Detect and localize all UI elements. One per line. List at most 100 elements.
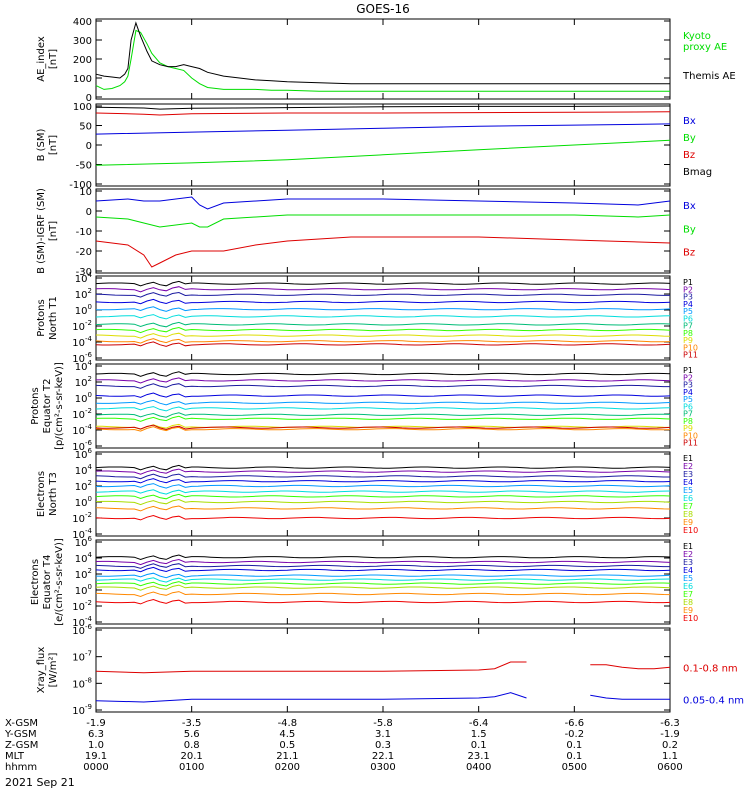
y-tick-exponent: 0 [88,583,92,591]
footer-row-label: Y-GSM [4,729,37,740]
panel-frame [95,451,671,537]
series-line-p4 [95,392,671,398]
series-line-p6 [95,314,671,320]
legend-entry: By [683,133,696,144]
footer-cell: 1.0 [88,740,104,751]
series-line-themis-ae [95,21,670,85]
footer-cell: 0.3 [375,740,391,751]
legend-entry: E7 [683,590,693,599]
panel-frame [95,539,671,625]
series-line-p5 [95,306,671,312]
footer-cell: 0.2 [662,740,678,751]
legend-entry: Themis AE [682,71,736,82]
series-line-0-05-0-4-nm [95,692,670,703]
footer-row-label: X-GSM [5,718,38,729]
y-tick-exponent: -2 [85,407,92,415]
legend-entry: P4 [683,388,693,397]
y-axis-label: Electrons [36,471,47,517]
legend-entry: P9 [683,424,693,433]
footer-row-label: hhmm [5,762,37,773]
y-tick-exponent: -4 [85,615,93,623]
legend-entry: E6 [683,582,693,591]
y-tick-label: 100 [73,102,92,113]
y-tick-label: 10-6 [72,623,92,637]
legend-entry: P11 [683,351,698,360]
y-tick-label: 102 [75,375,92,389]
legend-entry: Bx [683,201,696,212]
footer-cell: -0.2 [565,729,585,740]
series-line-p3 [95,383,670,389]
series-line-e10 [95,514,671,521]
footer-cell: 0000 [83,762,108,773]
footer-cell: 0100 [179,762,204,773]
legend-entry: E9 [683,518,693,527]
legend-entry: Bx [683,116,696,127]
series-line-e6 [95,489,671,495]
series-line-e4 [95,478,671,484]
legend-entry: E3 [683,558,693,567]
y-tick-exponent: -4 [85,527,93,535]
footer-cell: -4.8 [278,718,298,729]
y-tick-exponent: 6 [88,447,93,455]
legend-entry: P3 [683,293,693,302]
series-line-bmag [95,105,671,110]
y-tick-exponent: 4 [88,551,93,559]
footer-cell: -6.3 [660,718,680,729]
y-tick-label: 300 [73,36,92,47]
legend-entry: E8 [683,510,693,519]
series-line-by [95,139,671,166]
legend-entry: E10 [683,526,698,535]
y-tick-label: 10-4 [72,335,92,349]
legend-entry: P2 [683,373,693,382]
series-line-e1 [95,554,671,561]
footer-cell: 0.8 [184,740,200,751]
series-line-by [95,214,671,228]
footer-orbit-table: X-GSM -1.9 -3.5 -4.8 -5.8 -6.4 -6.6 -6.3 Y-GSM 6.… [4,718,683,773]
footer-cell: -6.4 [469,718,489,729]
footer-cell: 20.1 [181,751,203,762]
series-line-p4 [95,298,671,305]
y-tick-label: 10-2 [72,319,92,333]
legend-entry: P2 [683,285,693,294]
y-tick-label: 10 [79,187,92,198]
y-axis-label: [nT] [48,49,59,69]
panel-frame [95,363,671,449]
y-tick-exponent: 4 [88,359,93,367]
legend-entry: P6 [683,314,693,323]
series-line-e4 [95,566,671,573]
y-tick-exponent: -2 [85,319,92,327]
footer-cell: 0300 [370,762,395,773]
y-tick-exponent: 0 [88,495,92,503]
series-line-kyoto-proxy-ae [95,29,670,92]
y-axis-label: North T3 [48,472,59,516]
legend-entry: P7 [683,410,693,419]
y-axis-label: AE_index [36,36,47,82]
legend-entry: E5 [683,574,693,583]
y-tick-label: 100 [75,495,92,509]
y-axis-label: [e/(cm²-s-sr-keV)] [54,538,65,626]
legend-entry: E8 [683,598,693,607]
y-tick-exponent: -6 [85,351,93,359]
legend-entry: Bz [683,248,695,259]
y-tick-exponent: 4 [88,463,93,471]
legend-entry: By [683,224,696,235]
series-line-p8 [95,415,671,422]
y-tick-label: 100 [75,391,92,405]
y-tick-label: -50 [76,161,92,172]
legend-entry: P3 [683,381,693,390]
legend-entry: E7 [683,502,693,511]
y-tick-label: 104 [75,463,93,477]
y-tick-label: 106 [75,535,93,549]
y-tick-exponent: 2 [88,567,92,575]
y-tick-label: 10-4 [72,423,92,437]
y-axis-label: North T1 [48,296,59,340]
legend-entry: P11 [683,439,698,448]
series-line-e2 [95,558,671,566]
y-tick-label: -30 [76,267,92,278]
footer-cell: 22.1 [372,751,394,762]
legend-entry: Bmag [683,167,712,178]
series-line-e9 [95,505,671,512]
legend-entry: E3 [683,470,693,479]
